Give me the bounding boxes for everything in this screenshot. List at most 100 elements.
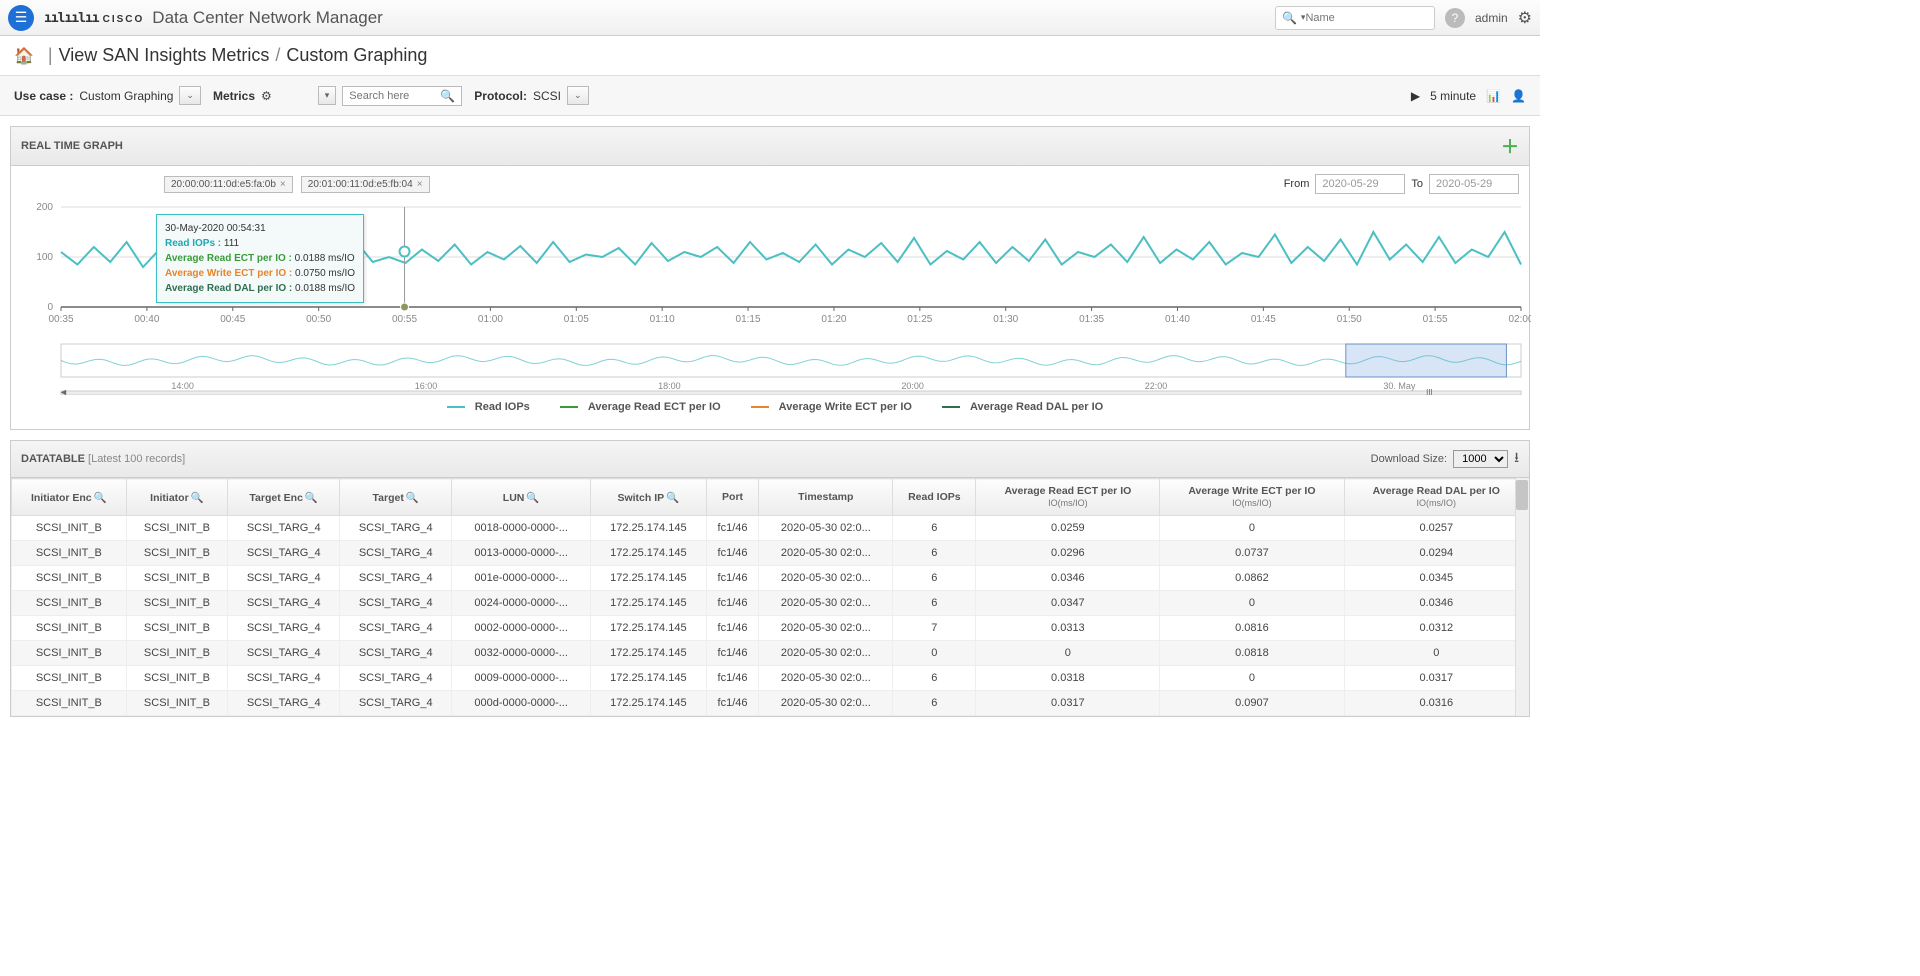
chip-close-icon[interactable]: × [280, 179, 286, 190]
home-icon[interactable]: 🏠 [14, 46, 34, 66]
from-date-input[interactable] [1315, 174, 1405, 194]
table-cell: SCSI_TARG_4 [340, 566, 452, 591]
table-cell: 0 [893, 641, 976, 666]
table-cell: 0.0316 [1344, 691, 1528, 716]
table-header[interactable]: Target Enc🔍 [228, 479, 340, 516]
svg-text:01:00: 01:00 [478, 314, 503, 325]
table-row[interactable]: SCSI_INIT_BSCSI_INIT_BSCSI_TARG_4SCSI_TA… [12, 566, 1529, 591]
table-cell: fc1/46 [706, 516, 759, 541]
table-header[interactable]: LUN🔍 [452, 479, 591, 516]
settings-gear-icon[interactable]: ⚙ [1518, 8, 1532, 28]
breadcrumb: 🏠 | View SAN Insights Metrics / Custom G… [0, 36, 1540, 76]
table-cell: 0.0346 [976, 566, 1160, 591]
chip-close-icon[interactable]: × [417, 179, 423, 190]
from-label: From [1284, 178, 1310, 190]
table-cell: 6 [893, 591, 976, 616]
table-row[interactable]: SCSI_INIT_BSCSI_INIT_BSCSI_TARG_4SCSI_TA… [12, 641, 1529, 666]
table-cell: SCSI_TARG_4 [228, 541, 340, 566]
column-search-icon[interactable]: 🔍 [191, 492, 204, 504]
table-row[interactable]: SCSI_INIT_BSCSI_INIT_BSCSI_TARG_4SCSI_TA… [12, 666, 1529, 691]
table-cell: fc1/46 [706, 541, 759, 566]
svg-text:01:35: 01:35 [1079, 314, 1104, 325]
table-cell: SCSI_INIT_B [12, 616, 127, 641]
user-context-icon[interactable]: 👤 [1511, 89, 1526, 103]
table-scrollbar[interactable] [1515, 478, 1529, 716]
table-header[interactable]: Switch IP🔍 [591, 479, 707, 516]
svg-text:01:10: 01:10 [650, 314, 675, 325]
filter-chip[interactable]: 20:00:00:11:0d:e5:fa:0b× [164, 176, 293, 193]
download-icon[interactable]: ⭳ [1514, 447, 1519, 471]
svg-text:16:00: 16:00 [415, 381, 438, 391]
table-cell: 0.0347 [976, 591, 1160, 616]
chip-row: 20:00:00:11:0d:e5:fa:0b× 20:01:00:11:0d:e… [11, 166, 1529, 202]
table-cell: 2020-05-30 02:0... [759, 591, 893, 616]
svg-text:00:55: 00:55 [392, 314, 417, 325]
svg-text:01:20: 01:20 [821, 314, 846, 325]
table-cell: 000d-0000-0000-... [452, 691, 591, 716]
table-cell: SCSI_INIT_B [12, 641, 127, 666]
table-cell: 0024-0000-0000-... [452, 591, 591, 616]
protocol-dropdown[interactable]: ⌄ [567, 86, 589, 105]
filter-chip[interactable]: 20:01:00:11:0d:e5:fb:04× [301, 176, 430, 193]
svg-text:00:40: 00:40 [134, 314, 159, 325]
breadcrumb-path2: Custom Graphing [286, 45, 427, 66]
column-search-icon[interactable]: 🔍 [666, 492, 679, 504]
metrics-dropdown[interactable]: ▾ [318, 86, 337, 105]
svg-text:00:35: 00:35 [48, 314, 73, 325]
column-search-icon[interactable]: 🔍 [526, 492, 539, 504]
table-cell: 2020-05-30 02:0... [759, 616, 893, 641]
svg-text:22:00: 22:00 [1145, 381, 1168, 391]
metrics-gear-icon[interactable]: ⚙ [261, 89, 272, 103]
global-search-input[interactable] [1305, 12, 1428, 24]
table-header[interactable]: Initiator🔍 [126, 479, 228, 516]
table-header[interactable]: Initiator Enc🔍 [12, 479, 127, 516]
table-header[interactable]: Timestamp [759, 479, 893, 516]
table-cell: 2020-05-30 02:0... [759, 516, 893, 541]
table-cell: fc1/46 [706, 591, 759, 616]
toolbar-search[interactable]: 🔍 [342, 86, 462, 106]
column-search-icon[interactable]: 🔍 [94, 492, 107, 504]
play-icon[interactable]: ▶ [1411, 89, 1420, 103]
table-cell: SCSI_INIT_B [12, 516, 127, 541]
refresh-interval[interactable]: 5 minute [1430, 89, 1476, 103]
table-cell: 0 [1344, 641, 1528, 666]
table-header[interactable]: Read IOPs [893, 479, 976, 516]
svg-text:30. May: 30. May [1383, 381, 1416, 391]
search-icon: 🔍 [1282, 11, 1297, 25]
table-header[interactable]: Target🔍 [340, 479, 452, 516]
table-header[interactable]: Average Read ECT per IOIO(ms/IO) [976, 479, 1160, 516]
toolbar-search-input[interactable] [349, 90, 440, 102]
table-row[interactable]: SCSI_INIT_BSCSI_INIT_BSCSI_TARG_4SCSI_TA… [12, 591, 1529, 616]
table-cell: 0.0296 [976, 541, 1160, 566]
chart-view-icon[interactable]: 📊 [1486, 89, 1501, 103]
user-label[interactable]: admin [1475, 11, 1508, 25]
table-header[interactable]: Average Read DAL per IOIO(ms/IO) [1344, 479, 1528, 516]
table-header[interactable]: Port [706, 479, 759, 516]
table-row[interactable]: SCSI_INIT_BSCSI_INIT_BSCSI_TARG_4SCSI_TA… [12, 541, 1529, 566]
breadcrumb-path1[interactable]: View SAN Insights Metrics [59, 45, 270, 66]
table-cell: 001e-0000-0000-... [452, 566, 591, 591]
global-search[interactable]: 🔍 ▾ [1275, 6, 1435, 30]
table-cell: 0.0313 [976, 616, 1160, 641]
table-cell: SCSI_TARG_4 [340, 641, 452, 666]
table-cell: 6 [893, 516, 976, 541]
table-row[interactable]: SCSI_INIT_BSCSI_INIT_BSCSI_TARG_4SCSI_TA… [12, 616, 1529, 641]
column-search-icon[interactable]: 🔍 [406, 492, 419, 504]
to-date-input[interactable] [1429, 174, 1519, 194]
menu-button[interactable]: ☰ [8, 5, 34, 31]
app-title: Data Center Network Manager [152, 8, 383, 28]
usecase-dropdown[interactable]: ⌄ [179, 86, 201, 105]
overview-chart-svg[interactable]: 14:0016:0018:0020:0022:0030. May◄III [21, 340, 1531, 395]
table-header[interactable]: Average Write ECT per IOIO(ms/IO) [1160, 479, 1344, 516]
help-icon[interactable]: ? [1445, 8, 1465, 28]
table-row[interactable]: SCSI_INIT_BSCSI_INIT_BSCSI_TARG_4SCSI_TA… [12, 516, 1529, 541]
column-search-icon[interactable]: 🔍 [305, 492, 318, 504]
toolbar: Use case : Custom Graphing ⌄ Metrics ⚙ ▾… [0, 76, 1540, 116]
table-cell: SCSI_INIT_B [126, 516, 228, 541]
download-size-select[interactable]: 1000 [1453, 450, 1508, 468]
table-cell: SCSI_INIT_B [12, 591, 127, 616]
svg-text:00:45: 00:45 [220, 314, 245, 325]
table-cell: 0002-0000-0000-... [452, 616, 591, 641]
add-chart-icon[interactable]: ＋ [1501, 133, 1519, 159]
table-row[interactable]: SCSI_INIT_BSCSI_INIT_BSCSI_TARG_4SCSI_TA… [12, 691, 1529, 716]
